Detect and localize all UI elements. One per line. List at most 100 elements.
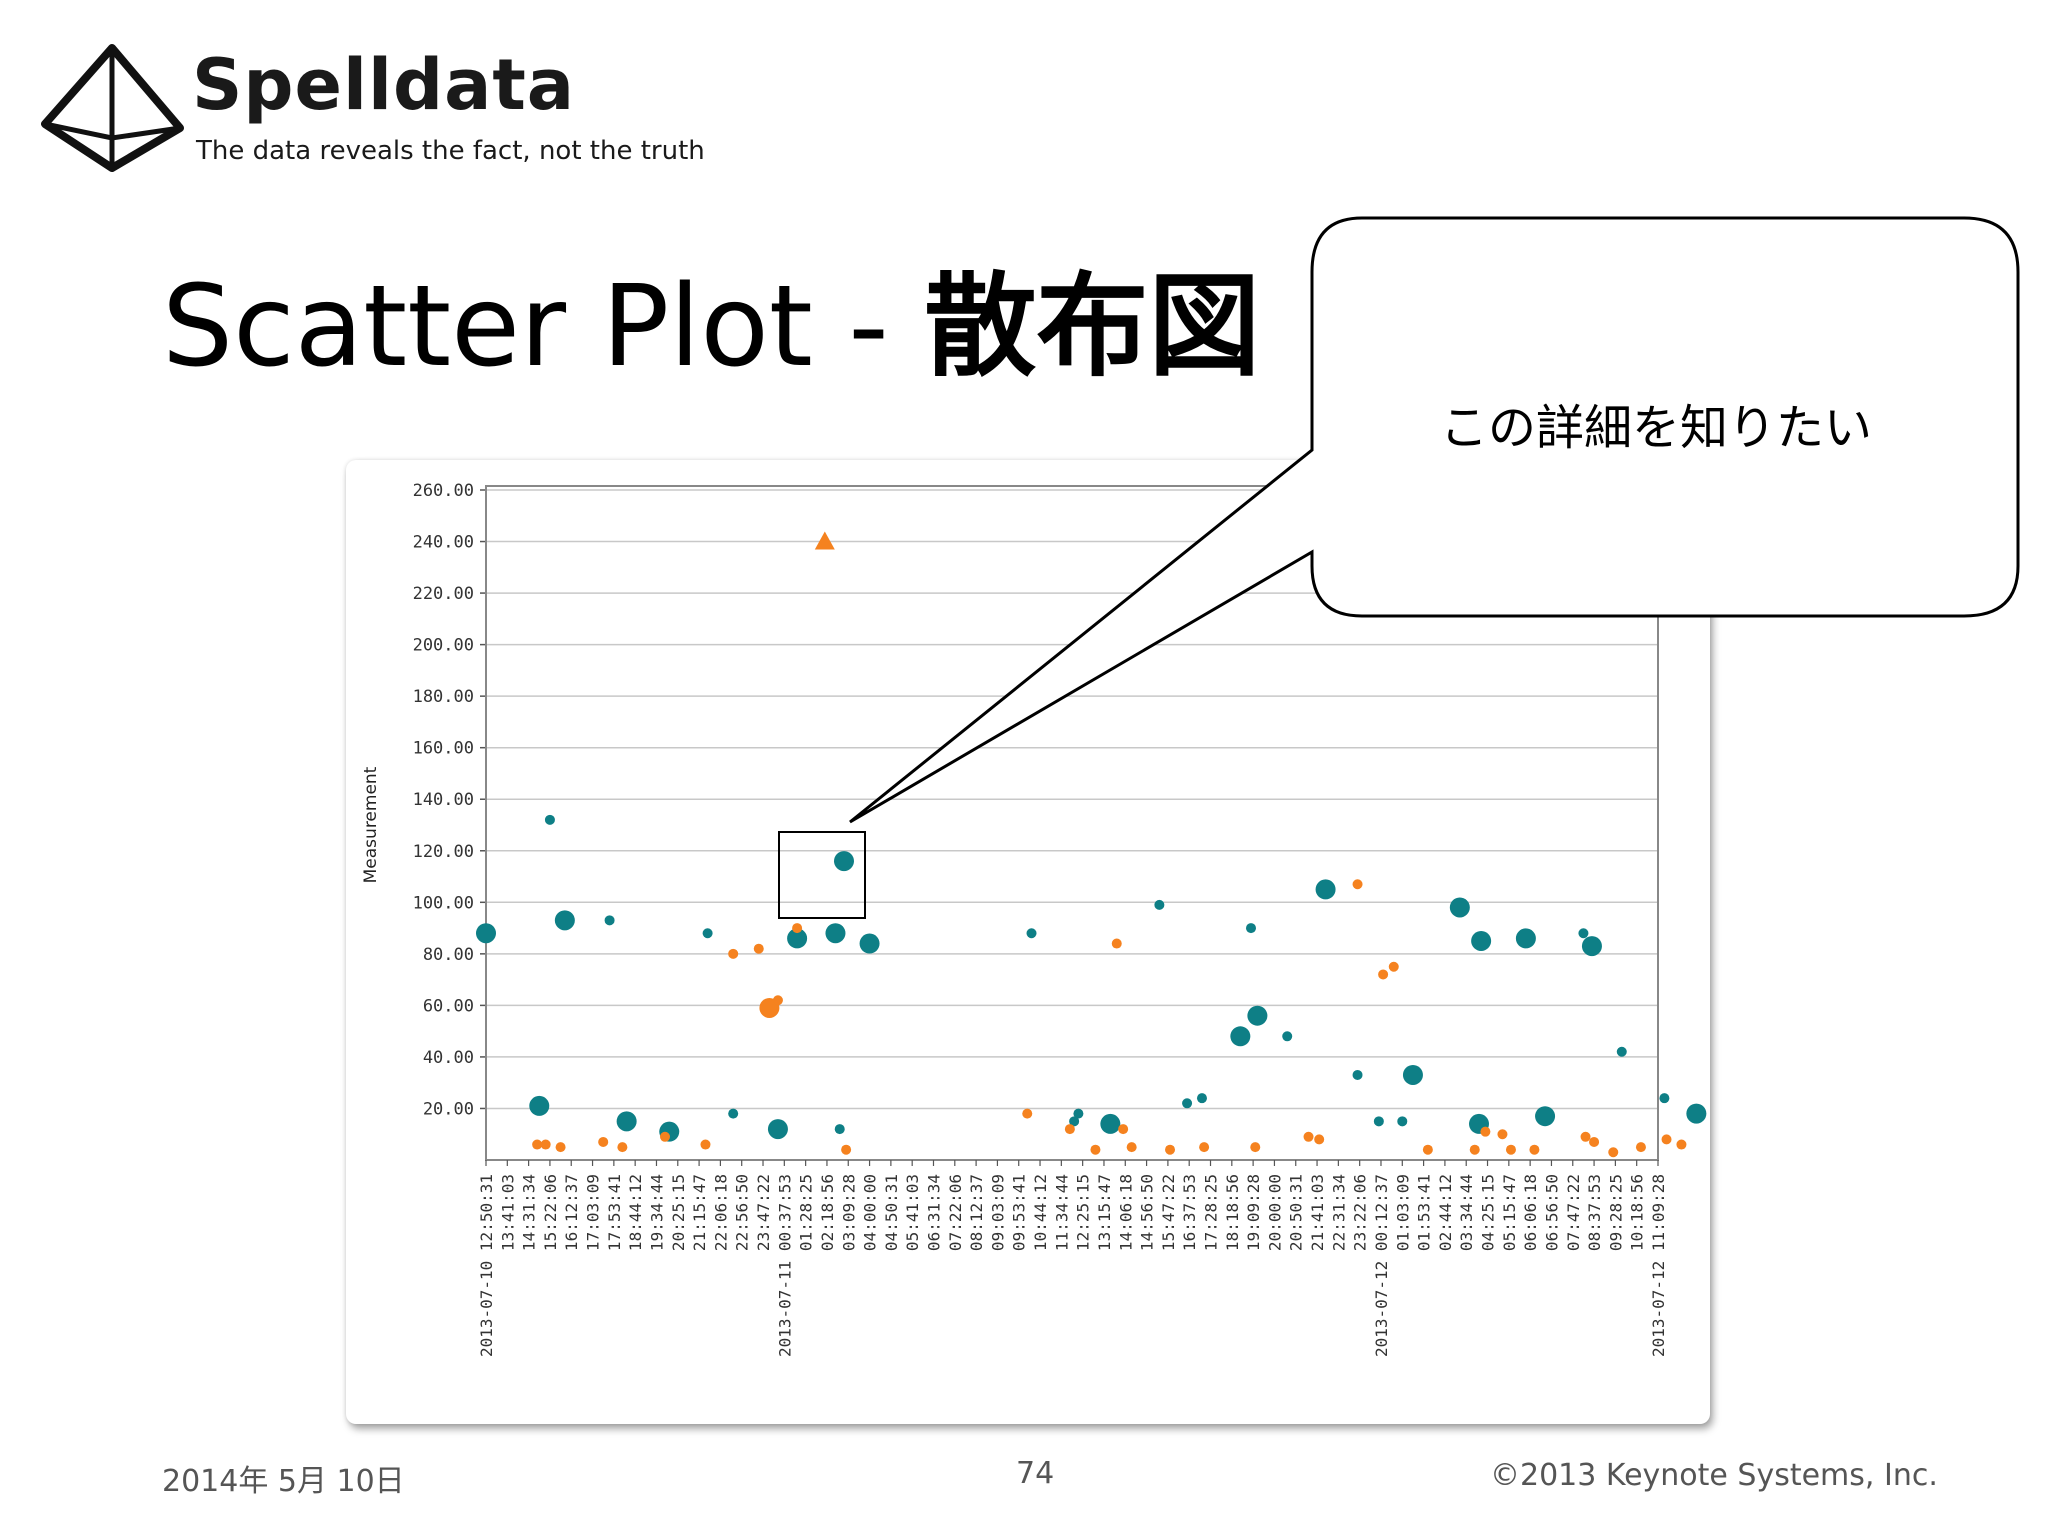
logo: Spelldata The data reveals the fact, not… bbox=[40, 38, 740, 178]
y-tick-label: 260.00 bbox=[413, 481, 474, 501]
x-tick-label: 18:44:12 bbox=[626, 1174, 645, 1251]
teal-point bbox=[1397, 1116, 1408, 1127]
x-tick-label: 01:53:41 bbox=[1415, 1174, 1434, 1251]
logo-tagline: The data reveals the fact, not the truth bbox=[196, 136, 705, 166]
slide-title-en: Scatter Plot - bbox=[162, 262, 925, 392]
orange-point bbox=[772, 995, 783, 1006]
orange-point bbox=[1469, 1144, 1480, 1155]
teal-point bbox=[1247, 1005, 1268, 1026]
x-tick-label: 06:56:50 bbox=[1542, 1174, 1561, 1251]
x-tick-label: 22:56:50 bbox=[733, 1174, 752, 1251]
orange-point bbox=[1303, 1131, 1314, 1142]
x-tick-label: 16:12:37 bbox=[562, 1174, 581, 1251]
x-tick-label: 04:25:15 bbox=[1479, 1174, 1498, 1251]
orange-point bbox=[1529, 1144, 1540, 1155]
x-tick-label: 19:34:44 bbox=[647, 1174, 666, 1251]
scatter-chart: 20.00 40.00 60.00 80.00 100.00 120.00 140.00 16… bbox=[361, 481, 1707, 1357]
y-tick-label: 40.00 bbox=[423, 1048, 474, 1068]
x-tick-label: 14:56:50 bbox=[1138, 1174, 1157, 1251]
teal-point bbox=[1581, 936, 1602, 957]
orange-point bbox=[1589, 1136, 1600, 1147]
y-tick-label: 200.00 bbox=[413, 636, 474, 656]
x-tick-label: 19:09:28 bbox=[1244, 1174, 1263, 1251]
orange-point bbox=[659, 1131, 670, 1142]
diamond-logo-icon bbox=[41, 44, 184, 172]
x-tick-label: 03:09:28 bbox=[839, 1174, 858, 1251]
x-tick-label: 05:15:47 bbox=[1500, 1174, 1519, 1251]
x-tick-label: 13:41:03 bbox=[498, 1174, 517, 1251]
x-tick-label: 14:31:34 bbox=[520, 1174, 539, 1251]
y-tick-label: 120.00 bbox=[413, 842, 474, 862]
x-tick-label: 04:00:00 bbox=[861, 1174, 880, 1251]
orange-point bbox=[1022, 1108, 1033, 1119]
x-tick-label: 06:06:18 bbox=[1521, 1174, 1540, 1251]
teal-point bbox=[1578, 928, 1589, 939]
teal-point bbox=[1616, 1046, 1627, 1057]
x-tick-label: 12:25:15 bbox=[1074, 1174, 1093, 1251]
x-tick-label: 06:31:34 bbox=[924, 1174, 943, 1251]
y-tick-label: 20.00 bbox=[423, 1099, 474, 1119]
teal-point bbox=[767, 1119, 788, 1140]
orange-point bbox=[598, 1136, 609, 1147]
x-tick-label: 10:44:12 bbox=[1031, 1174, 1050, 1251]
page-number: 74 bbox=[1016, 1456, 1055, 1491]
teal-point bbox=[616, 1111, 637, 1132]
chart-panel: 20.00 40.00 60.00 80.00 100.00 120.00 140.00 16… bbox=[346, 460, 1710, 1424]
x-tick-label: 23:22:06 bbox=[1351, 1174, 1370, 1251]
logo-name: Spelldata bbox=[192, 44, 576, 126]
x-tick-label: 20:50:31 bbox=[1287, 1174, 1306, 1251]
orange-point bbox=[1388, 961, 1399, 972]
x-tick-label: 18:18:56 bbox=[1223, 1174, 1242, 1251]
teal-point bbox=[702, 928, 713, 939]
x-tick-label: 17:03:09 bbox=[584, 1174, 603, 1251]
x-tick-label: 21:41:03 bbox=[1308, 1174, 1327, 1251]
teal-point bbox=[825, 923, 846, 944]
teal-point bbox=[1196, 1093, 1207, 1104]
x-tick-label: 21:15:47 bbox=[690, 1174, 709, 1251]
x-tick-label: 17:28:25 bbox=[1202, 1174, 1221, 1251]
x-tick-label: 09:28:25 bbox=[1606, 1174, 1625, 1251]
x-tick-label: 2013-07-11 00:37:53 bbox=[775, 1174, 794, 1357]
x-tick-label: 10:18:56 bbox=[1628, 1174, 1647, 1251]
orange-point bbox=[1635, 1142, 1646, 1153]
teal-point bbox=[1373, 1116, 1384, 1127]
orange-point bbox=[700, 1139, 711, 1150]
x-tick-label: 20:00:00 bbox=[1265, 1174, 1284, 1251]
teal-point bbox=[728, 1108, 739, 1119]
teal-point bbox=[476, 923, 496, 944]
x-tick-label: 2013-07-10 12:50:31 bbox=[477, 1174, 496, 1357]
x-tick-label: 22:06:18 bbox=[711, 1174, 730, 1251]
teal-point bbox=[1315, 879, 1336, 900]
teal-point bbox=[1352, 1069, 1363, 1080]
orange-point bbox=[1250, 1142, 1261, 1153]
orange-point bbox=[1505, 1144, 1516, 1155]
y-axis-label: Measurement bbox=[361, 766, 381, 883]
orange-point bbox=[841, 1144, 852, 1155]
x-tick-label: 05:41:03 bbox=[903, 1174, 922, 1251]
x-tick-label: 23:47:22 bbox=[754, 1174, 773, 1251]
x-tick-label: 17:53:41 bbox=[605, 1174, 624, 1251]
x-tick-label: 04:50:31 bbox=[882, 1174, 901, 1251]
x-tick-label: 20:25:15 bbox=[669, 1174, 688, 1251]
x-tick-label: 01:03:09 bbox=[1393, 1174, 1412, 1251]
teal-point bbox=[1449, 897, 1470, 918]
teal-point bbox=[1069, 1116, 1080, 1127]
orange-point bbox=[1661, 1134, 1672, 1145]
teal-point bbox=[529, 1095, 550, 1116]
orange-point bbox=[1352, 879, 1363, 890]
orange-point bbox=[1676, 1139, 1687, 1150]
x-tick-label: 09:03:09 bbox=[988, 1174, 1007, 1251]
teal-point bbox=[833, 851, 854, 872]
slide-title-jp: 散布図 bbox=[924, 262, 1261, 392]
teal-point bbox=[544, 814, 555, 825]
teal-point bbox=[1515, 928, 1536, 949]
y-tick-label: 180.00 bbox=[413, 687, 474, 707]
x-tick-label: 2013-07-12 00:12:37 bbox=[1372, 1174, 1391, 1357]
y-tick-label: 140.00 bbox=[413, 790, 474, 810]
y-tick-label: 240.00 bbox=[413, 533, 474, 553]
callout-text: この詳細を知りたい bbox=[1440, 400, 1873, 456]
teal-point bbox=[1230, 1026, 1251, 1047]
x-tick-label: 15:47:22 bbox=[1159, 1174, 1178, 1251]
y-tick-label: 60.00 bbox=[423, 996, 474, 1016]
teal-point bbox=[604, 915, 615, 926]
